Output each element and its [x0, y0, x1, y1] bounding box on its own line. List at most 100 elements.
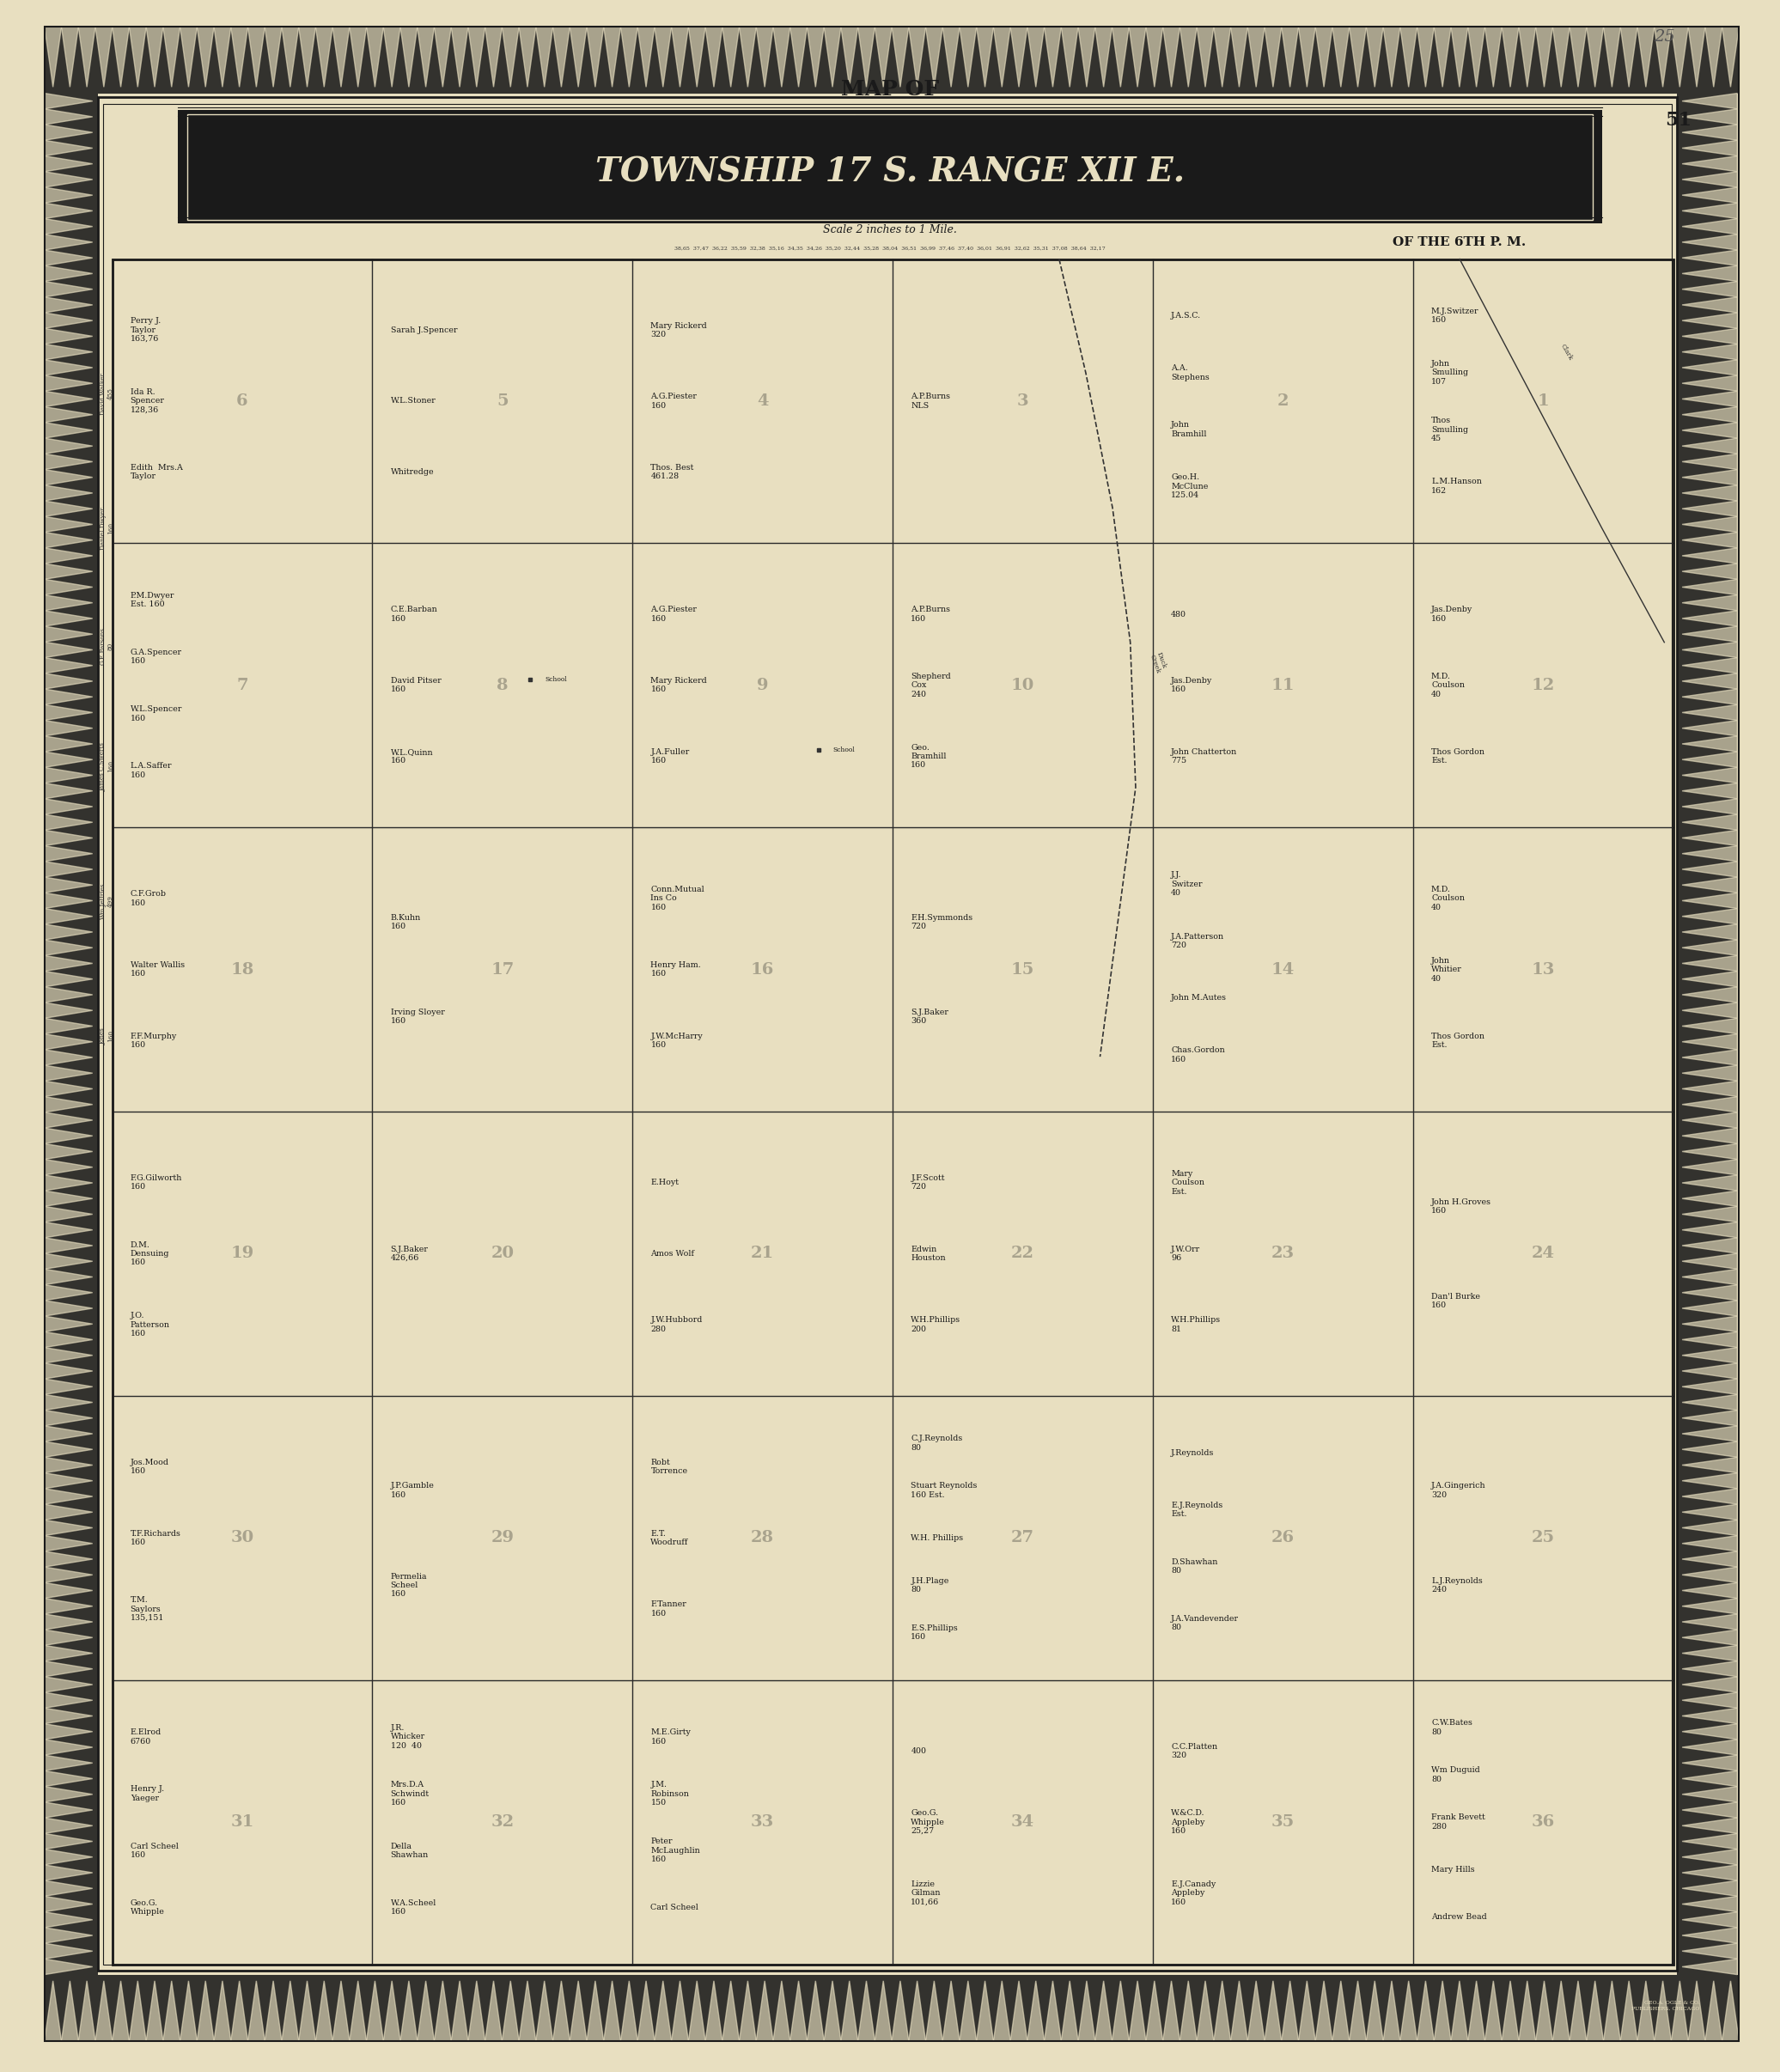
Polygon shape [1682, 1347, 1737, 1363]
Polygon shape [1282, 1981, 1298, 2041]
Text: Duck
Creek: Duck Creek [1148, 651, 1169, 675]
Text: A.G.Piester
160: A.G.Piester 160 [651, 394, 698, 410]
Polygon shape [434, 27, 450, 87]
Text: 27: 27 [1011, 1531, 1034, 1546]
Text: Mrs.D.A
Schwindt
160: Mrs.D.A Schwindt 160 [390, 1782, 429, 1807]
Text: 11: 11 [1271, 678, 1294, 692]
Polygon shape [44, 1411, 93, 1426]
Text: John
Bramhill: John Bramhill [1171, 421, 1207, 437]
Polygon shape [1682, 783, 1737, 798]
Polygon shape [44, 1535, 93, 1552]
Polygon shape [671, 1981, 689, 2041]
Text: 13: 13 [1531, 961, 1556, 978]
Polygon shape [44, 1113, 93, 1127]
Polygon shape [44, 1896, 93, 1912]
Polygon shape [1196, 1981, 1214, 2041]
Polygon shape [44, 862, 93, 876]
Polygon shape [44, 1645, 93, 1662]
Polygon shape [1682, 1065, 1737, 1082]
Polygon shape [44, 1473, 93, 1488]
Polygon shape [44, 690, 93, 704]
Text: W.&C.D.
Appleby
160: W.&C.D. Appleby 160 [1171, 1809, 1205, 1836]
Polygon shape [1705, 27, 1721, 87]
Text: Ida R.
Spencer
128,36: Ida R. Spencer 128,36 [130, 387, 164, 414]
Polygon shape [44, 1521, 93, 1535]
Text: 15: 15 [1011, 961, 1034, 978]
Polygon shape [1682, 1017, 1737, 1034]
Text: 18: 18 [231, 961, 255, 978]
Text: Wm Duguid
80: Wm Duguid 80 [1431, 1767, 1479, 1784]
Polygon shape [1586, 27, 1604, 87]
Polygon shape [112, 1981, 130, 2041]
Polygon shape [1682, 282, 1737, 296]
Polygon shape [44, 1394, 93, 1411]
Polygon shape [44, 986, 93, 1003]
Polygon shape [44, 1488, 93, 1504]
Text: J.W.Hubbord
280: J.W.Hubbord 280 [651, 1316, 703, 1332]
Polygon shape [44, 234, 93, 251]
Text: Lizzie
Gilman
101,66: Lizzie Gilman 101,66 [911, 1881, 940, 1906]
Polygon shape [44, 783, 93, 798]
Polygon shape [146, 27, 164, 87]
Text: OF THE 6TH P. M.: OF THE 6TH P. M. [1394, 236, 1525, 249]
Polygon shape [1112, 27, 1129, 87]
Polygon shape [1671, 27, 1687, 87]
Polygon shape [1682, 1301, 1737, 1316]
Text: Sarah J.Spencer: Sarah J.Spencer [390, 325, 457, 334]
Polygon shape [130, 27, 146, 87]
Polygon shape [44, 941, 93, 955]
Bar [187, 114, 1593, 220]
Text: Wm.Jeffries
499: Wm.Jeffries 499 [100, 883, 114, 920]
Polygon shape [1682, 845, 1737, 862]
Polygon shape [44, 1254, 93, 1268]
Text: 26: 26 [1271, 1531, 1294, 1546]
Text: John
Whitier
40: John Whitier 40 [1431, 957, 1461, 982]
Text: 36: 36 [1531, 1815, 1554, 1830]
Polygon shape [44, 1881, 93, 1896]
Polygon shape [1654, 27, 1671, 87]
Polygon shape [78, 1981, 96, 2041]
Polygon shape [1079, 27, 1095, 87]
Text: J.A.Gingerich
320: J.A.Gingerich 320 [1431, 1481, 1486, 1498]
Text: Stuart Reynolds
160 Est.: Stuart Reynolds 160 Est. [911, 1481, 977, 1498]
Polygon shape [44, 1363, 93, 1378]
Polygon shape [281, 1981, 299, 2041]
Polygon shape [44, 831, 93, 845]
Polygon shape [44, 1426, 93, 1442]
Text: 51: 51 [1666, 110, 1691, 131]
Polygon shape [450, 1981, 468, 2041]
Polygon shape [1682, 1127, 1737, 1144]
Polygon shape [1682, 1488, 1737, 1504]
Polygon shape [655, 27, 671, 87]
Text: 8: 8 [497, 678, 509, 692]
Text: John
Smulling
107: John Smulling 107 [1431, 361, 1468, 385]
Polygon shape [44, 564, 93, 580]
Text: 29: 29 [491, 1531, 514, 1546]
Text: Geo.
Bramhill
160: Geo. Bramhill 160 [911, 744, 947, 769]
Polygon shape [1682, 814, 1737, 831]
Polygon shape [1401, 1981, 1417, 2041]
Polygon shape [1682, 1583, 1737, 1598]
Polygon shape [44, 1631, 93, 1645]
Text: C.W.Bates
80: C.W.Bates 80 [1431, 1720, 1472, 1736]
Polygon shape [44, 1566, 93, 1583]
Polygon shape [1485, 1981, 1502, 2041]
Text: Scale 2 inches to 1 Mile.: Scale 2 inches to 1 Mile. [822, 224, 958, 236]
Text: J.W.McHarry
160: J.W.McHarry 160 [651, 1032, 703, 1048]
Polygon shape [1417, 27, 1435, 87]
Text: J.O.
Patterson
160: J.O. Patterson 160 [130, 1312, 169, 1339]
Polygon shape [1264, 1981, 1282, 2041]
Polygon shape [62, 1981, 78, 2041]
Polygon shape [44, 1175, 93, 1191]
Polygon shape [1682, 1738, 1737, 1755]
Polygon shape [299, 27, 315, 87]
Polygon shape [44, 1332, 93, 1347]
Polygon shape [892, 1981, 910, 2041]
Polygon shape [265, 1981, 281, 2041]
Polygon shape [977, 27, 993, 87]
Polygon shape [44, 1206, 93, 1222]
Polygon shape [993, 1981, 1011, 2041]
Text: 6: 6 [237, 394, 247, 408]
Text: 22: 22 [1011, 1245, 1034, 1262]
Polygon shape [1682, 941, 1737, 955]
